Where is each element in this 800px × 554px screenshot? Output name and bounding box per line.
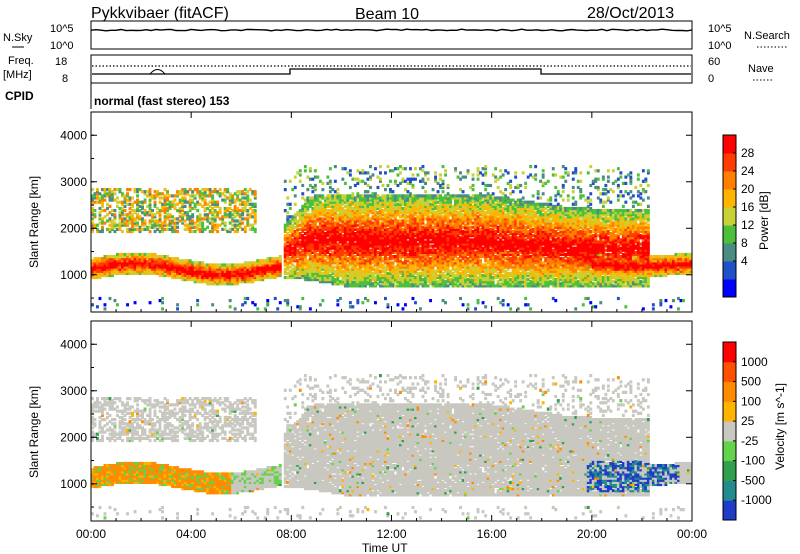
colorbar-swatch <box>723 225 736 244</box>
noise-sky-trace <box>90 28 693 32</box>
nave-tick-bottom: 0 <box>708 73 714 85</box>
noise-right-tick-bottom: 10^0 <box>708 40 732 52</box>
colorbar-swatch <box>723 279 736 298</box>
freq-tick-bottom: 8 <box>62 73 68 85</box>
time-tick-label: 00:00 <box>76 527 106 541</box>
time-tick-label: 12:00 <box>376 527 406 541</box>
station-title: Pykkvibaer (fitACF) <box>91 5 229 22</box>
power-panel: 4000 3000 2000 1000 Slant Range [km] <box>27 111 693 313</box>
colorbar-swatch <box>723 440 736 462</box>
beam-title: Beam 10 <box>355 6 419 23</box>
velocity-colorbar-label: Velocity [m s^-1] <box>773 383 787 470</box>
time-tick-label: 08:00 <box>276 527 306 541</box>
y-tick-label: 1000 <box>60 477 87 491</box>
velocity-panel: 4000 3000 2000 1000 Slant Range [km] <box>27 320 693 522</box>
colorbar-tick-label: 28 <box>741 146 755 160</box>
colorbar-tick-label: 100 <box>741 394 761 408</box>
colorbar-swatch <box>723 381 736 402</box>
colorbar-tick-label: 16 <box>741 200 755 214</box>
colorbar-swatch <box>723 500 736 521</box>
colorbar-tick-label: 12 <box>741 218 755 232</box>
colorbar-tick-label: 25 <box>741 414 755 428</box>
colorbar-tick-label: 4 <box>741 254 748 268</box>
time-tick-label: 16:00 <box>477 527 507 541</box>
colorbar-swatch <box>723 361 736 383</box>
colorbar-swatch <box>723 480 736 501</box>
y-tick-label: 2000 <box>60 221 87 235</box>
colorbar-tick-label: -25 <box>741 434 759 448</box>
colorbar-tick-label: 8 <box>741 236 748 250</box>
colorbar-tick-label: 24 <box>741 164 755 178</box>
power-y-ticks: 4000 3000 2000 1000 <box>60 111 692 299</box>
colorbar-tick-label: -100 <box>741 454 765 468</box>
colorbar-tick-label: -1000 <box>741 493 772 507</box>
colorbar-swatch <box>723 342 736 363</box>
colorbar-swatch <box>723 421 736 442</box>
velocity-colorbar: 1000 500 100 25 -25 -100 -500 -1000 Velocity [m… <box>722 341 787 521</box>
colorbar-swatch <box>723 401 736 422</box>
colorbar-tick-label: 1000 <box>741 355 768 369</box>
noise-sky-label: N.Sky <box>3 32 33 44</box>
colorbar-tick-label: 500 <box>741 375 761 389</box>
freq-trace-bump <box>149 69 166 75</box>
freq-trace <box>92 68 691 75</box>
colorbar-swatch <box>723 261 736 280</box>
colorbar-swatch <box>723 460 736 481</box>
colorbar-swatch <box>723 135 736 154</box>
y-tick-label: 2000 <box>60 430 87 444</box>
freq-panel: Freq. [MHz] 18 8 60 0 Nave <box>3 54 774 85</box>
time-axis-label: Time UT <box>362 541 408 554</box>
noise-panel: N.Sky 10^5 10^0 10^5 10^0 N.Search <box>3 20 790 52</box>
power-ylabel: Slant Range [km] <box>27 176 41 268</box>
y-tick-label: 3000 <box>60 384 87 398</box>
freq-label: Freq. <box>8 55 34 67</box>
colorbar-tick-label: 20 <box>741 182 755 196</box>
time-axis: 00:00 04:00 08:00 12:00 16:00 20:00 00:00 <box>76 112 707 541</box>
cpid-text: normal (fast stereo) 153 <box>94 94 230 108</box>
time-tick-label: 00:00 <box>677 527 707 541</box>
freq-tick-top: 18 <box>55 56 67 68</box>
y-tick-label: 4000 <box>60 337 87 351</box>
noise-left-tick-bottom: 10^0 <box>50 40 74 52</box>
cpid-label: CPID <box>5 89 34 103</box>
colorbar-swatch <box>723 189 736 208</box>
time-tick-label: 20:00 <box>577 527 607 541</box>
velocity-ylabel: Slant Range [km] <box>27 386 41 478</box>
power-colorbar-label: Power [dB] <box>757 191 771 250</box>
velocity-y-ticks: 4000 3000 2000 1000 <box>60 320 692 508</box>
noise-left-tick-top: 10^5 <box>50 23 74 35</box>
noise-search-label: N.Search <box>744 30 790 42</box>
colorbar-swatch <box>723 207 736 226</box>
nave-tick-top: 60 <box>708 56 720 68</box>
freq-unit-label: [MHz] <box>3 69 32 81</box>
time-tick-label: 04:00 <box>176 527 206 541</box>
colorbar-swatch <box>723 243 736 262</box>
y-tick-label: 3000 <box>60 175 87 189</box>
y-tick-label: 1000 <box>60 268 87 282</box>
power-colorbar: 28 24 20 16 12 8 4 Power [dB] <box>722 134 771 298</box>
y-tick-label: 4000 <box>60 128 87 142</box>
velocity-data <box>91 374 693 520</box>
date-title: 28/Oct/2013 <box>587 5 674 22</box>
colorbar-swatch <box>723 171 736 190</box>
colorbar-tick-label: -500 <box>741 473 765 487</box>
noise-right-tick-top: 10^5 <box>708 23 732 35</box>
colorbar-swatch <box>723 153 736 172</box>
nave-label: Nave <box>748 63 774 75</box>
power-data <box>91 165 693 311</box>
